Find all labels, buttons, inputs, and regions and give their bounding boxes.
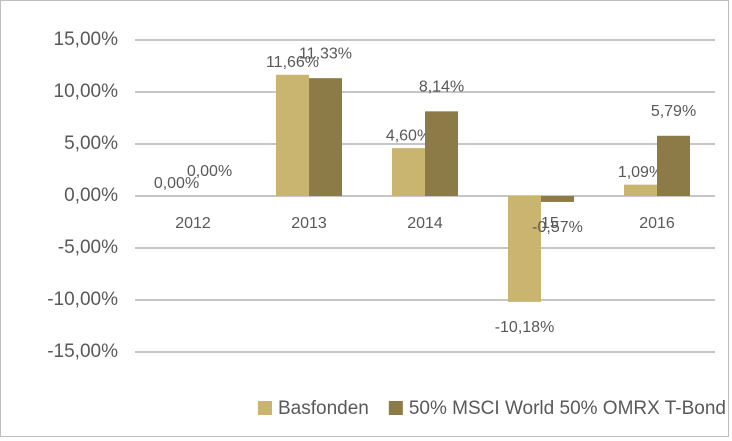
data-label: 4,60% — [386, 127, 431, 144]
y-tick-label: -10,00% — [47, 289, 118, 310]
bar — [508, 196, 541, 302]
bar — [541, 196, 574, 202]
y-tick-label: -5,00% — [58, 237, 118, 258]
y-tick-label: 15,00% — [54, 29, 119, 50]
x-tick-label: 2012 — [175, 215, 211, 232]
y-tick-label: 10,00% — [54, 81, 119, 102]
bar — [624, 184, 657, 196]
bar — [392, 148, 425, 196]
bar — [276, 74, 309, 196]
y-tick-label: -15,00% — [47, 341, 118, 362]
data-label: 1,09% — [618, 164, 663, 181]
data-label: -0,57% — [532, 219, 583, 236]
x-tick-label: 2014 — [407, 215, 443, 232]
legend-label: Basfonden — [278, 398, 369, 419]
data-label: 11,33% — [299, 45, 352, 62]
data-label: 0,00% — [154, 175, 199, 192]
bar — [425, 111, 458, 196]
data-label: 8,14% — [419, 79, 464, 96]
x-tick-label: 2016 — [639, 215, 675, 232]
legend-swatch — [388, 401, 403, 415]
legend-swatch — [258, 401, 272, 415]
bar — [309, 78, 342, 196]
y-tick-label: 0,00% — [64, 185, 118, 206]
data-label: 0,00% — [187, 163, 232, 180]
data-label: -10,18% — [495, 319, 555, 336]
x-tick-label: 2013 — [291, 215, 327, 232]
bar — [657, 135, 690, 196]
legend-label: 50% MSCI World 50% OMRX T-Bond — [409, 398, 726, 419]
data-label: 11,66% — [266, 54, 319, 71]
data-label: 5,79% — [651, 103, 696, 120]
y-tick-label: 5,00% — [64, 133, 118, 154]
